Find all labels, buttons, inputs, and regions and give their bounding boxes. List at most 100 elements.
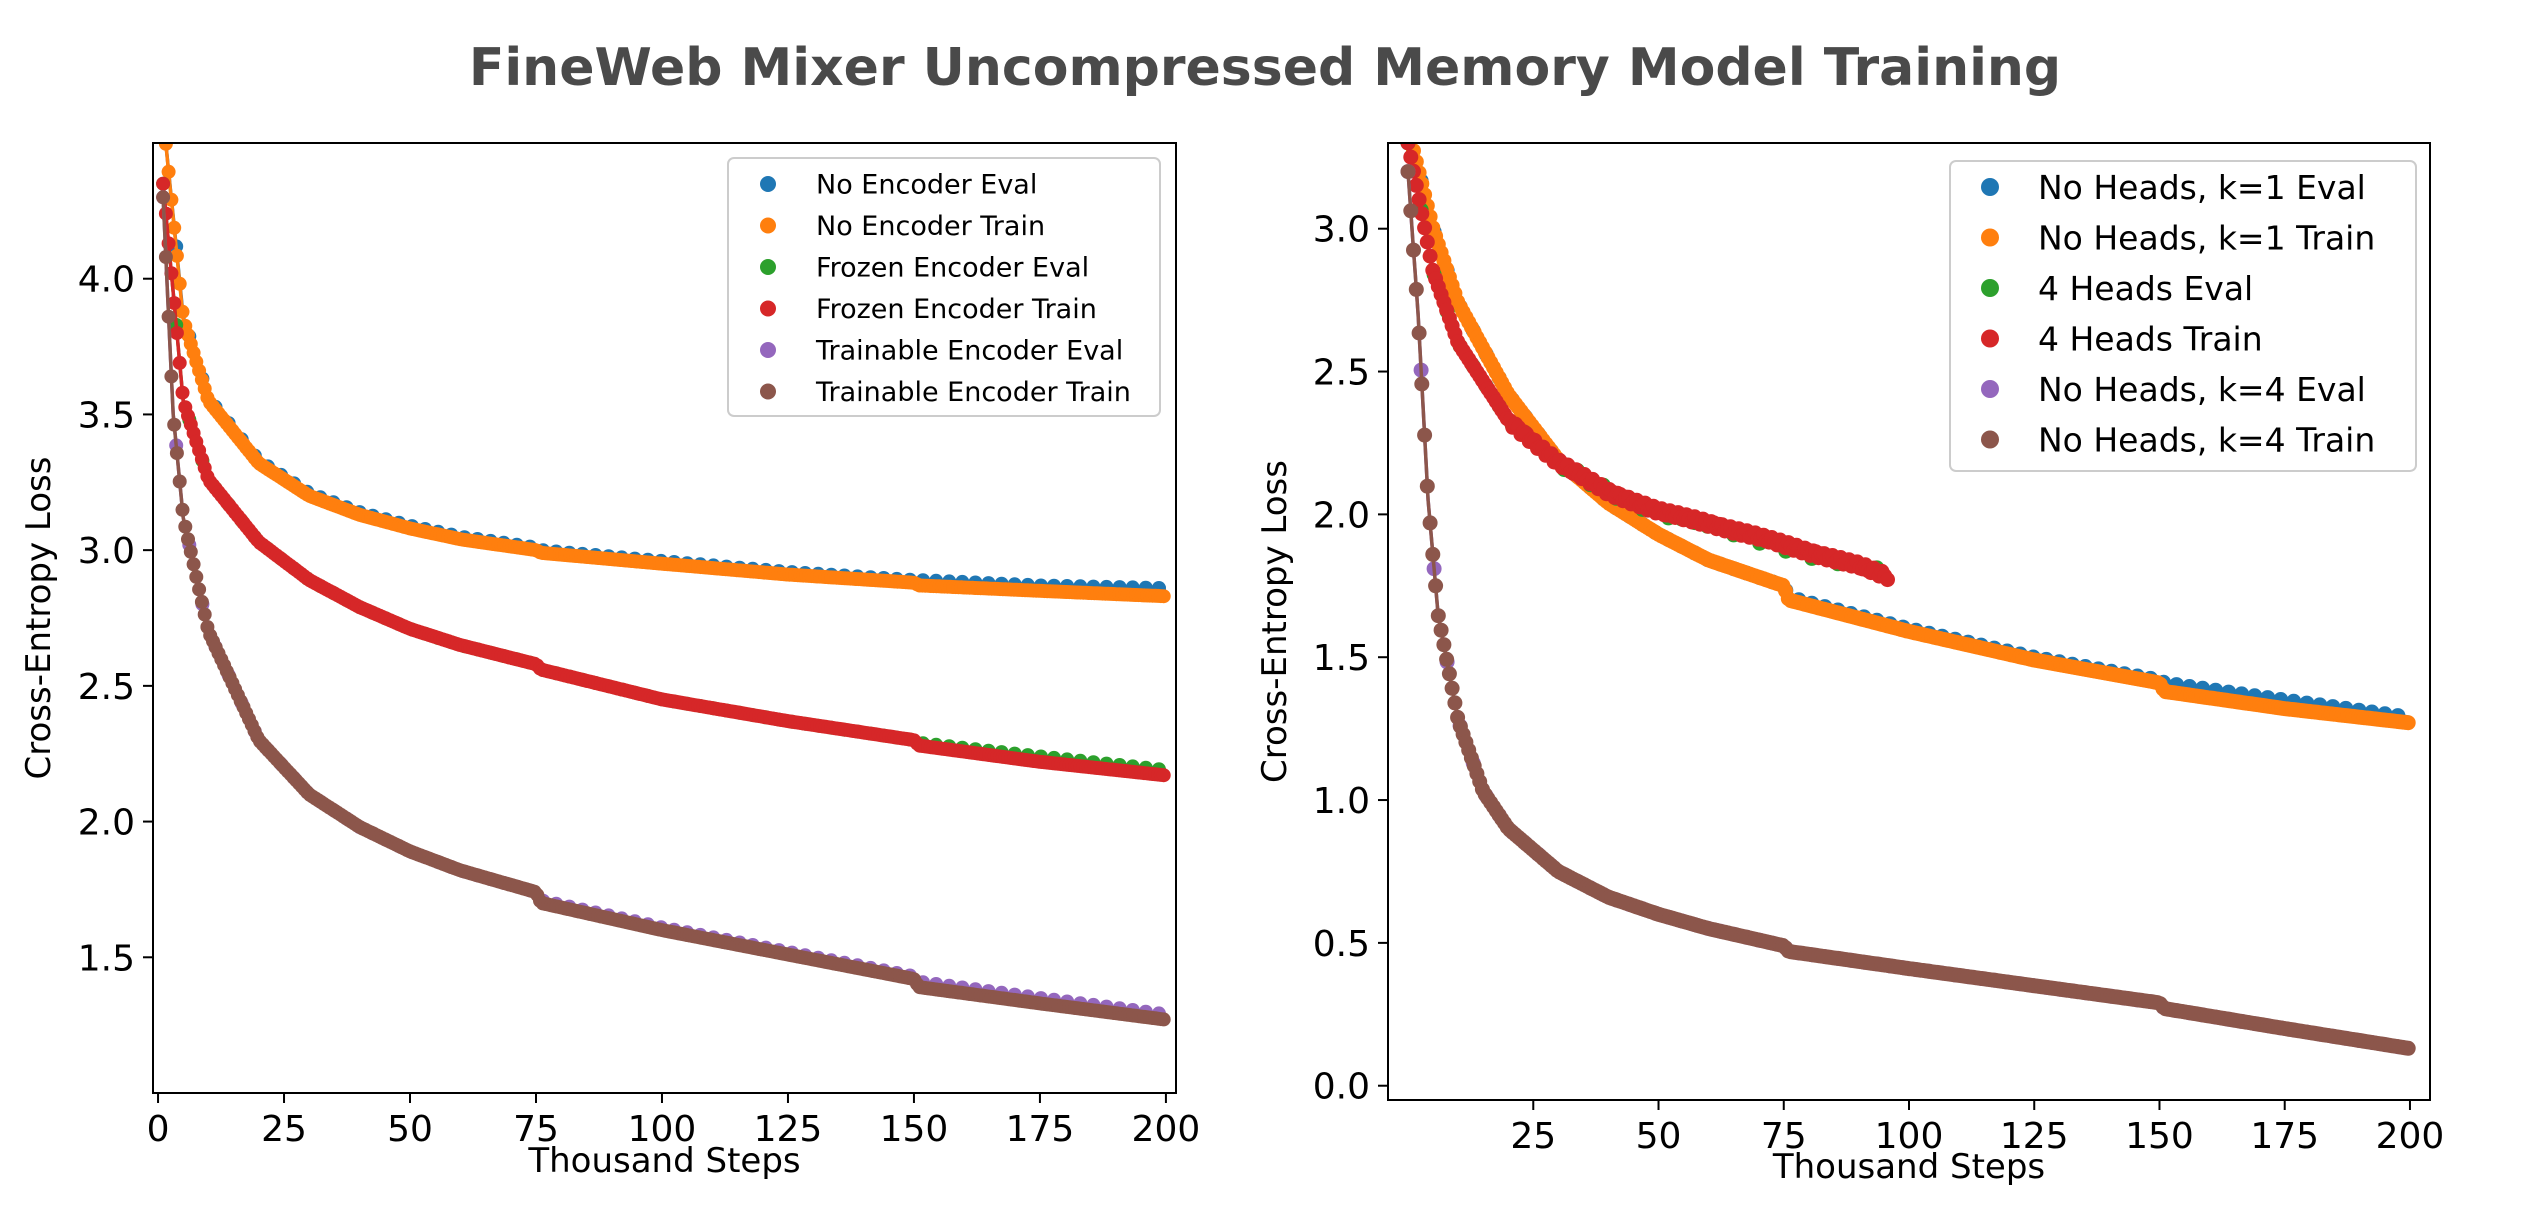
x-tick-label: 200 [2376,1116,2445,1157]
series-no-heads-k-4-train [1400,164,2416,1056]
data-point [1406,242,1421,258]
data-point [175,502,190,517]
legend-entry: Frozen Encoder Eval [816,253,1089,284]
data-point [1439,651,1455,667]
legend-entry: Frozen Encoder Train [816,294,1097,325]
y-tick-label: 3.5 [78,395,135,436]
legend-marker [760,259,776,275]
data-point [192,582,207,597]
data-point [1417,427,1433,443]
legend-entry: No Encoder Train [816,211,1045,242]
x-tick-label: 50 [1636,1116,1682,1157]
data-point [1403,149,1419,165]
data-point [169,326,184,340]
plot-area [1400,121,2416,1056]
x-tick-label: 75 [1761,1116,1807,1157]
data-point [1880,572,1895,588]
y-tick-label: 0.0 [1313,1067,1370,1108]
series-no-heads-k-1-train [1401,121,2416,731]
legend-entry: No Heads, k=1 Eval [2038,168,2366,207]
data-point [1156,1012,1171,1027]
legend-entry: 4 Heads Eval [2038,269,2253,308]
data-point [156,176,171,191]
data-point [189,569,204,584]
data-point [164,369,179,384]
chart-panel-1: 0 25 50 75 100 125 150 175 200 1.5 2.0 2.5 3.0 3.5 4.0… [19,142,1201,1181]
legend: No Heads, k=1 Eval No Heads, k=1 Train 4 H… [1949,160,2417,472]
data-point [1422,248,1438,264]
data-point [158,206,173,221]
x-tick-label: 50 [387,1109,433,1150]
plot-area [156,143,1171,1027]
series-frozen-encoder-train [156,176,1171,783]
data-point [2400,1040,2416,1056]
data-point [178,519,193,534]
data-point [1408,177,1424,193]
legend-marker [760,383,776,400]
data-point [1447,695,1463,711]
data-point [181,532,195,547]
x-tick-label: 125 [2000,1116,2069,1157]
data-point [1422,515,1438,531]
x-tick-label: 125 [754,1109,823,1150]
x-tick-label: 25 [261,1109,307,1150]
data-point [161,309,176,324]
x-tick-label: 75 [513,1109,559,1150]
y-tick-label: 3.0 [78,531,135,572]
data-point [161,164,176,179]
data-point [169,446,184,461]
x-tick-label: 200 [1132,1109,1201,1150]
data-point [186,557,201,572]
y-tick-label: 1.5 [78,938,135,979]
data-point [175,304,190,319]
data-point [1436,637,1452,653]
legend: No Encoder Eval No Encoder Train Frozen En… [727,157,1161,417]
legend-entry: No Heads, k=4 Train [2038,420,2375,459]
data-point [1156,768,1171,783]
data-point [1414,376,1430,392]
data-point [172,355,187,370]
legend-marker [760,342,776,358]
data-point [197,607,212,622]
legend-entry: No Heads, k=4 Eval [2038,370,2366,409]
legend-entry: No Heads, k=1 Train [2038,218,2375,257]
data-point [1401,121,1416,136]
data-point [194,594,209,609]
data-point [1401,121,1416,136]
data-point [1156,589,1171,604]
series-no-encoder-train [158,143,1171,604]
data-point [175,385,190,400]
data-point [169,248,184,263]
data-point [1441,666,1457,682]
data-point [1403,203,1419,219]
data-point [2400,715,2416,731]
data-point [172,474,187,489]
x-tick-label: 0 [147,1109,170,1150]
x-tick-label: 175 [2250,1116,2319,1157]
data-point [158,250,173,264]
data-point [1433,622,1449,638]
x-tick-label: 150 [880,1109,949,1150]
data-point [158,143,173,151]
legend-box [727,157,1161,417]
legend-marker [1981,279,1999,297]
x-axis-label: Thousand Steps [527,1141,800,1181]
legend-entry: 4 Heads Train [2038,319,2263,358]
data-point [1419,234,1435,250]
legend-marker [760,217,776,234]
x-tick-label: 100 [628,1109,697,1150]
y-axis-label: Cross-Entropy Loss [1255,460,1295,783]
data-point [172,276,187,291]
y-tick-label: 1.0 [1313,781,1370,822]
legend-box [1949,160,2417,472]
series-4-heads-train [1400,143,1895,588]
data-point [1444,680,1460,696]
data-point [183,544,198,559]
data-point [1417,220,1433,236]
legend-marker [760,300,776,317]
data-point [1411,325,1427,341]
data-point [167,220,182,235]
x-tick-label: 150 [2125,1116,2194,1157]
data-point [1400,143,1416,151]
